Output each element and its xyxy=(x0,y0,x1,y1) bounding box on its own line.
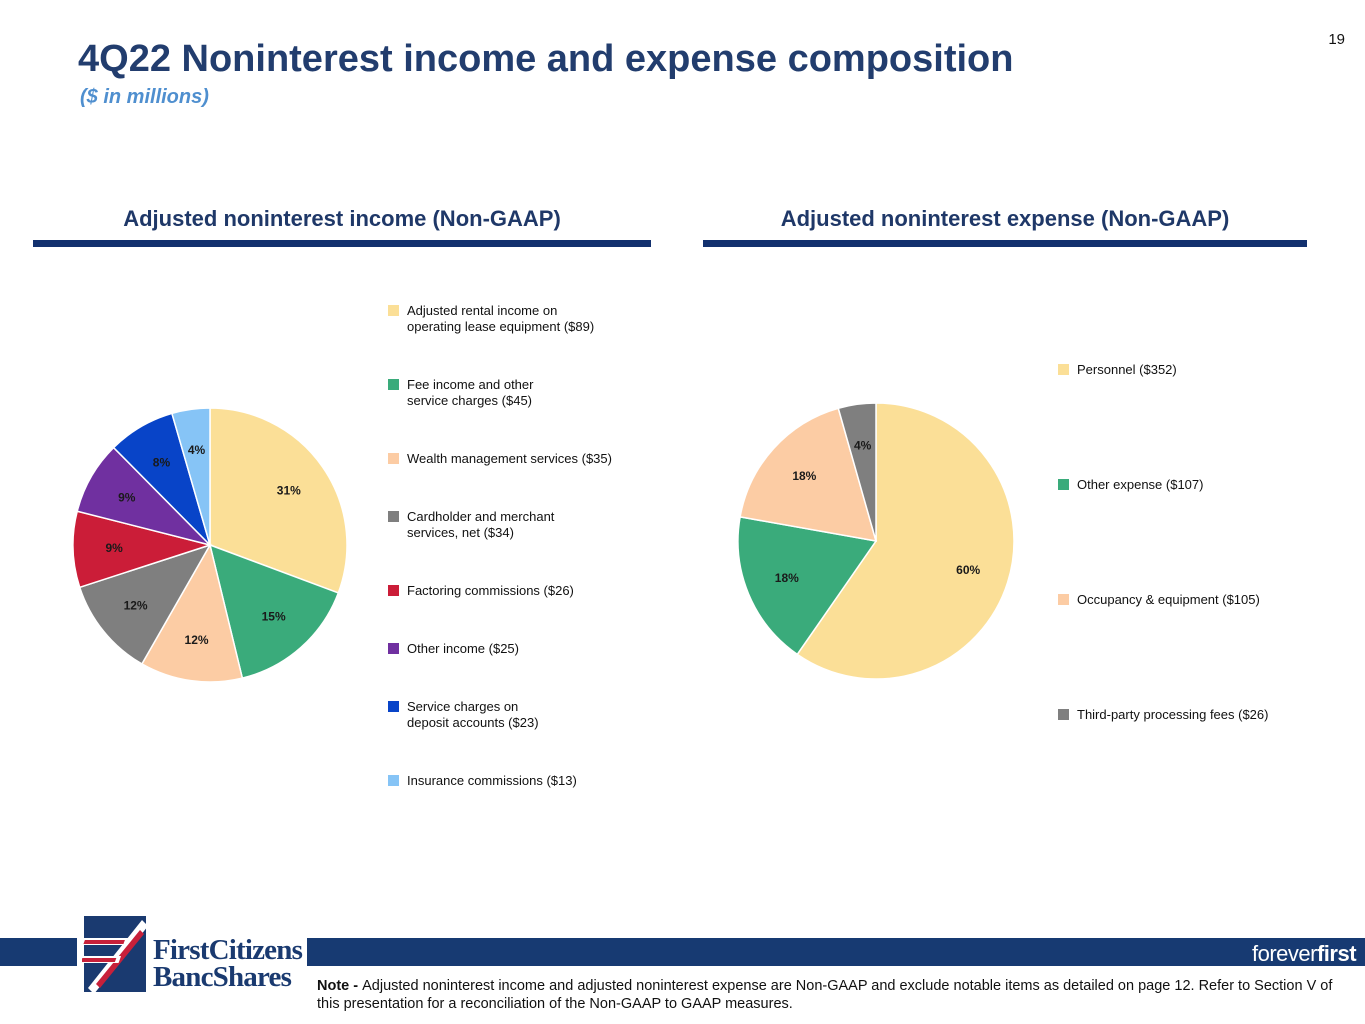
income-section-rule xyxy=(33,240,651,247)
legend-label: Wealth management services ($35) xyxy=(407,451,612,466)
legend-label: Third-party processing fees ($26) xyxy=(1077,707,1269,722)
pie-label-1: 18% xyxy=(775,571,799,585)
pie-slice-2 xyxy=(140,542,244,683)
pie-label-5: 9% xyxy=(118,490,136,504)
legend-item: Insurance commissions ($13) xyxy=(388,773,577,789)
flag-logo-icon xyxy=(82,916,148,994)
legend-swatch xyxy=(388,379,399,390)
pie-slice-1 xyxy=(208,543,340,680)
expense-chart-title: Adjusted noninterest expense (Non-GAAP) xyxy=(780,206,1230,231)
legend-item: Fee income and other service charges ($4… xyxy=(388,377,533,409)
page-title: 4Q22 Noninterest income and expense comp… xyxy=(78,38,1014,80)
pie-slice-2 xyxy=(739,407,878,542)
pie-label-4: 9% xyxy=(105,541,123,555)
pie-slice-7 xyxy=(170,407,211,546)
legend-item: Cardholder and merchant services, net ($… xyxy=(388,509,554,541)
legend-item: Factoring commissions ($26) xyxy=(388,583,574,599)
pie-slice-0 xyxy=(209,407,348,594)
pie-label-0: 60% xyxy=(956,563,980,577)
logo-line2: BancShares xyxy=(153,961,292,993)
expense-section-rule xyxy=(703,240,1307,247)
legend-swatch xyxy=(388,305,399,316)
legend-label: Other income ($25) xyxy=(407,641,519,656)
pie-slice-0 xyxy=(796,402,1015,680)
legend-swatch xyxy=(388,511,399,522)
footnote-text: Adjusted noninterest income and adjusted… xyxy=(317,978,1333,1012)
legend-label: Fee income and other service charges ($4… xyxy=(407,377,534,408)
legend-label: Adjusted rental income on operating leas… xyxy=(407,303,595,334)
legend-item: Personnel ($352) xyxy=(1058,362,1177,378)
pie-slice-3 xyxy=(78,543,212,665)
tagline: foreverfirst xyxy=(1252,941,1357,967)
pie-slice-3 xyxy=(837,402,877,542)
legend-swatch xyxy=(1058,709,1069,720)
legend-swatch xyxy=(1058,479,1069,490)
legend-item: Adjusted rental income on operating leas… xyxy=(388,303,594,335)
pie-label-0: 31% xyxy=(277,483,301,497)
pie-label-2: 12% xyxy=(185,633,209,647)
legend-item: Third-party processing fees ($26) xyxy=(1058,707,1268,723)
legend-label: Cardholder and merchant services, net ($… xyxy=(407,509,555,540)
pie-label-3: 4% xyxy=(854,438,872,452)
legend-swatch xyxy=(388,701,399,712)
pie-slice-1 xyxy=(737,516,878,656)
tagline-first: first xyxy=(1316,941,1357,966)
legend-swatch xyxy=(1058,594,1069,605)
legend-item: Service charges on deposit accounts ($23… xyxy=(388,699,539,731)
legend-item: Wealth management services ($35) xyxy=(388,451,612,467)
legend-item: Other income ($25) xyxy=(388,641,519,657)
legend-item: Occupancy & equipment ($105) xyxy=(1058,592,1260,608)
company-logo: FirstCitizens BancShares xyxy=(77,898,307,1002)
tagline-forever: forever xyxy=(1252,941,1317,966)
pie-label-6: 8% xyxy=(153,455,171,469)
pie-label-7: 4% xyxy=(188,443,206,457)
legend-swatch xyxy=(388,585,399,596)
legend-swatch xyxy=(388,643,399,654)
page-subtitle: ($ in millions) xyxy=(80,86,209,108)
footnote-prefix: Note - xyxy=(317,978,363,994)
legend-label: Factoring commissions ($26) xyxy=(407,583,574,598)
legend-swatch xyxy=(388,453,399,464)
legend-swatch xyxy=(388,775,399,786)
pie-label-3: 12% xyxy=(124,598,148,612)
income-pie-chart: 31% 15% 12% 12% 9% 9% 8% 4% xyxy=(72,407,348,683)
legend-label: Insurance commissions ($13) xyxy=(407,773,577,788)
legend-label: Service charges on deposit accounts ($23… xyxy=(407,699,539,730)
legend-label: Other expense ($107) xyxy=(1077,477,1204,492)
expense-pie-chart: 60% 18% 18% 4% xyxy=(737,402,1015,680)
legend-label: Personnel ($352) xyxy=(1077,362,1177,377)
income-chart-title: Adjusted noninterest income (Non-GAAP) xyxy=(123,206,561,231)
page-number: 19 xyxy=(1328,31,1345,48)
logo-line1: FirstCitizens xyxy=(153,934,303,966)
legend-label: Occupancy & equipment ($105) xyxy=(1077,592,1260,607)
legend-swatch xyxy=(1058,364,1069,375)
pie-label-2: 18% xyxy=(792,469,816,483)
legend-item: Other expense ($107) xyxy=(1058,477,1203,493)
footnote: Note - Adjusted noninterest income and a… xyxy=(317,977,1357,1013)
pie-label-1: 15% xyxy=(262,610,286,624)
